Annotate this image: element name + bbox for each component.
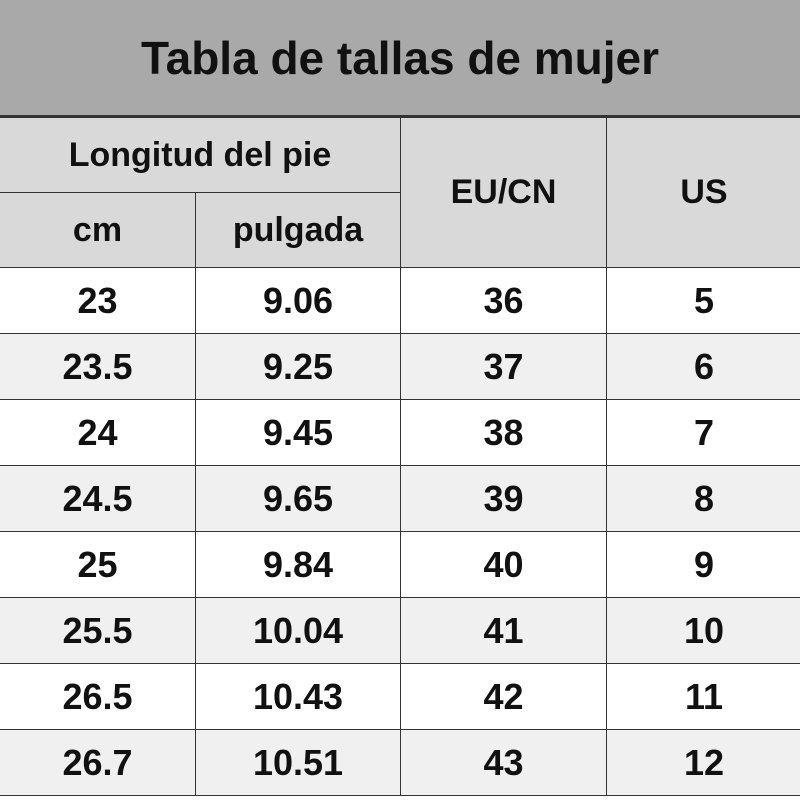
cell-cm: 25 [0, 531, 196, 598]
cell-inch: 9.06 [195, 267, 401, 334]
table-row: 24 9.45 38 7 [0, 399, 800, 466]
cell-eu-cn: 43 [400, 729, 607, 796]
header-cm: cm [0, 192, 196, 268]
cell-us: 6 [606, 333, 800, 400]
table-row: 25 9.84 40 9 [0, 531, 800, 598]
cell-us: 11 [606, 663, 800, 730]
cell-cm: 24.5 [0, 465, 196, 532]
table-row: 26.5 10.43 42 11 [0, 663, 800, 730]
cell-eu-cn: 40 [400, 531, 607, 598]
cell-eu-cn: 36 [400, 267, 607, 334]
cell-us: 7 [606, 399, 800, 466]
cell-eu-cn: 39 [400, 465, 607, 532]
cell-inch: 9.25 [195, 333, 401, 400]
table-row: 25.5 10.04 41 10 [0, 597, 800, 664]
header-eu-cn: EU/CN [400, 117, 607, 268]
cell-us: 12 [606, 729, 800, 796]
cell-eu-cn: 37 [400, 333, 607, 400]
cell-cm: 24 [0, 399, 196, 466]
page-title: Tabla de tallas de mujer [0, 0, 800, 117]
size-table: Longitud del pie EU/CN US cm pulgada 23 9… [0, 117, 800, 796]
cell-inch: 10.43 [195, 663, 401, 730]
cell-cm: 25.5 [0, 597, 196, 664]
table-row: 23.5 9.25 37 6 [0, 333, 800, 400]
cell-us: 10 [606, 597, 800, 664]
cell-inch: 10.51 [195, 729, 401, 796]
cell-inch: 10.04 [195, 597, 401, 664]
header-us: US [606, 117, 800, 268]
cell-cm: 26.5 [0, 663, 196, 730]
cell-inch: 9.65 [195, 465, 401, 532]
cell-us: 5 [606, 267, 800, 334]
header-foot-length: Longitud del pie [0, 117, 401, 193]
cell-eu-cn: 42 [400, 663, 607, 730]
cell-inch: 9.84 [195, 531, 401, 598]
header-inch: pulgada [195, 192, 401, 268]
cell-cm: 23 [0, 267, 196, 334]
table-row: 26.7 10.51 43 12 [0, 729, 800, 796]
cell-eu-cn: 38 [400, 399, 607, 466]
cell-cm: 23.5 [0, 333, 196, 400]
cell-eu-cn: 41 [400, 597, 607, 664]
cell-cm: 26.7 [0, 729, 196, 796]
cell-inch: 9.45 [195, 399, 401, 466]
table-row: 23 9.06 36 5 [0, 267, 800, 334]
cell-us: 8 [606, 465, 800, 532]
cell-us: 9 [606, 531, 800, 598]
table-row: 24.5 9.65 39 8 [0, 465, 800, 532]
